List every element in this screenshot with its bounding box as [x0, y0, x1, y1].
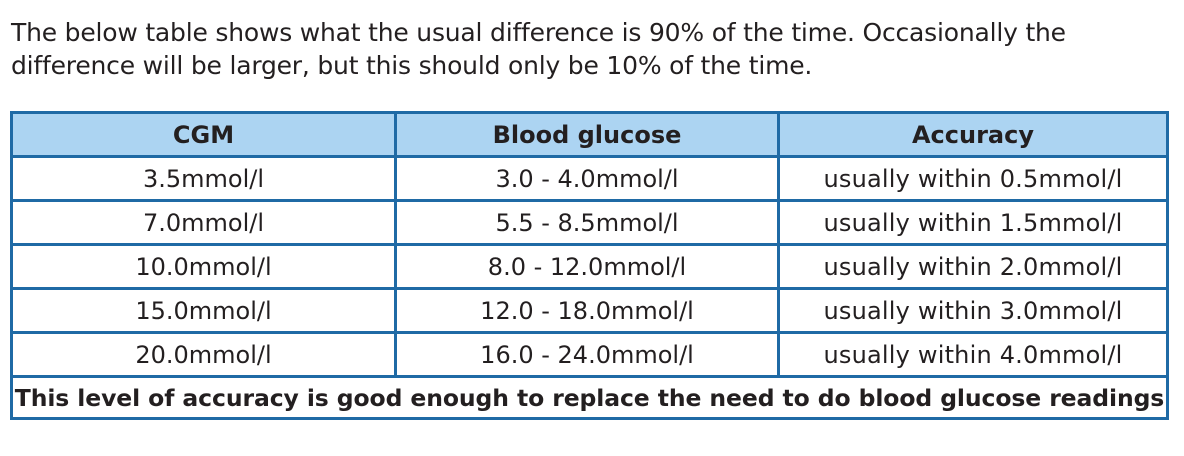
- table-header-row: CGM Blood glucose Accuracy: [10, 111, 1169, 158]
- cell-cgm: 10.0mmol/l: [10, 243, 397, 290]
- intro-line-2: difference will be larger, but this shou…: [11, 51, 813, 80]
- cell-accuracy: usually within 0.5mmol/l: [777, 155, 1169, 202]
- table-row: 3.5mmol/l 3.0 - 4.0mmol/l usually within…: [10, 155, 1169, 202]
- accuracy-table: CGM Blood glucose Accuracy 3.5mmol/l 3.0…: [10, 111, 1169, 420]
- cell-accuracy: usually within 3.0mmol/l: [777, 287, 1169, 334]
- cell-accuracy: usually within 4.0mmol/l: [777, 331, 1169, 378]
- cell-blood-glucose: 5.5 - 8.5mmol/l: [394, 199, 780, 246]
- cell-cgm: 15.0mmol/l: [10, 287, 397, 334]
- intro-paragraph: The below table shows what the usual dif…: [11, 16, 1171, 82]
- header-cgm: CGM: [10, 111, 397, 158]
- cell-accuracy: usually within 1.5mmol/l: [777, 199, 1169, 246]
- cell-accuracy: usually within 2.0mmol/l: [777, 243, 1169, 290]
- table-footer-note: This level of accuracy is good enough to…: [10, 375, 1169, 420]
- cell-blood-glucose: 3.0 - 4.0mmol/l: [394, 155, 780, 202]
- header-blood-glucose: Blood glucose: [394, 111, 780, 158]
- table-row: 10.0mmol/l 8.0 - 12.0mmol/l usually with…: [10, 243, 1169, 290]
- cell-blood-glucose: 16.0 - 24.0mmol/l: [394, 331, 780, 378]
- intro-line-1: The below table shows what the usual dif…: [11, 18, 1066, 47]
- header-accuracy: Accuracy: [777, 111, 1169, 158]
- cell-cgm: 20.0mmol/l: [10, 331, 397, 378]
- cell-cgm: 7.0mmol/l: [10, 199, 397, 246]
- cell-blood-glucose: 12.0 - 18.0mmol/l: [394, 287, 780, 334]
- cell-blood-glucose: 8.0 - 12.0mmol/l: [394, 243, 780, 290]
- table-row: 20.0mmol/l 16.0 - 24.0mmol/l usually wit…: [10, 331, 1169, 378]
- table-row: 7.0mmol/l 5.5 - 8.5mmol/l usually within…: [10, 199, 1169, 246]
- table-row: 15.0mmol/l 12.0 - 18.0mmol/l usually wit…: [10, 287, 1169, 334]
- table-footer-row: This level of accuracy is good enough to…: [10, 375, 1169, 420]
- cell-cgm: 3.5mmol/l: [10, 155, 397, 202]
